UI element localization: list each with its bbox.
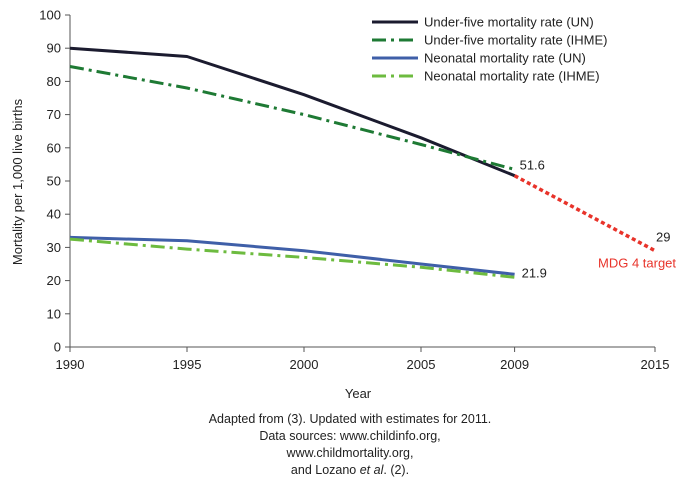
legend-label-4: Neonatal mortality rate (IHME) bbox=[424, 69, 600, 84]
y-tick-label: 50 bbox=[47, 174, 61, 189]
y-tick-label: 60 bbox=[47, 140, 61, 155]
caption-line-4-suffix: . (2). bbox=[383, 463, 410, 477]
x-tick-label: 1990 bbox=[56, 357, 85, 372]
y-tick-label: 10 bbox=[47, 306, 61, 321]
series-line-4 bbox=[69, 237, 515, 279]
data-labels: 51.6 21.9 29 MDG 4 target bbox=[520, 158, 677, 281]
caption-line-3: www.childmortality.org, bbox=[286, 446, 414, 460]
caption-line-4: and Lozano et al. (2). bbox=[0, 462, 700, 479]
y-tick-label: 20 bbox=[47, 273, 61, 288]
x-tick-label: 2009 bbox=[500, 357, 529, 372]
y-tick-label: 30 bbox=[47, 240, 61, 255]
legend-label-2: Under-five mortality rate (IHME) bbox=[424, 33, 607, 48]
data-label-target-2015: 29 bbox=[656, 230, 670, 245]
axes: 0 10 20 30 40 50 60 70 80 90 100 1990 1995 2000 2005 20… bbox=[39, 8, 669, 373]
series-lines bbox=[69, 46, 656, 279]
x-tick-label: 2005 bbox=[407, 357, 436, 372]
x-tick-label: 1995 bbox=[173, 357, 202, 372]
y-tick-label: 40 bbox=[47, 207, 61, 222]
mdg-target-line bbox=[513, 174, 656, 253]
legend-label-1: Under-five mortality rate (UN) bbox=[424, 15, 594, 30]
caption-line-1: Adapted from (3). Updated with estimates… bbox=[208, 412, 492, 426]
legend: Under-five mortality rate (UN) Under-five… bbox=[372, 15, 607, 84]
caption-line-4-italic: et al bbox=[359, 463, 384, 477]
y-tick-label: 70 bbox=[47, 107, 61, 122]
y-tick-label: 100 bbox=[39, 8, 61, 23]
caption-line-2: Data sources: www.childinfo.org, bbox=[259, 429, 441, 443]
y-tick-label: 0 bbox=[54, 340, 61, 355]
series-line-2 bbox=[69, 65, 515, 171]
caption-line-4-prefix: and Lozano bbox=[290, 463, 360, 477]
data-label-neonatal-2009: 21.9 bbox=[522, 265, 547, 280]
mdg-target-label: MDG 4 target bbox=[598, 256, 676, 271]
x-tick-label: 2000 bbox=[290, 357, 319, 372]
legend-label-3: Neonatal mortality rate (UN) bbox=[424, 51, 586, 66]
y-axis-title: Mortality per 1,000 live births bbox=[10, 98, 25, 265]
data-label-under-five-2009: 51.6 bbox=[520, 158, 545, 173]
y-tick-label: 80 bbox=[47, 74, 61, 89]
figure-caption: Adapted from (3). Updated with estimates… bbox=[0, 411, 700, 479]
y-tick-label: 90 bbox=[47, 41, 61, 56]
x-tick-label: 2015 bbox=[641, 357, 670, 372]
x-axis-title: Year bbox=[345, 386, 372, 401]
